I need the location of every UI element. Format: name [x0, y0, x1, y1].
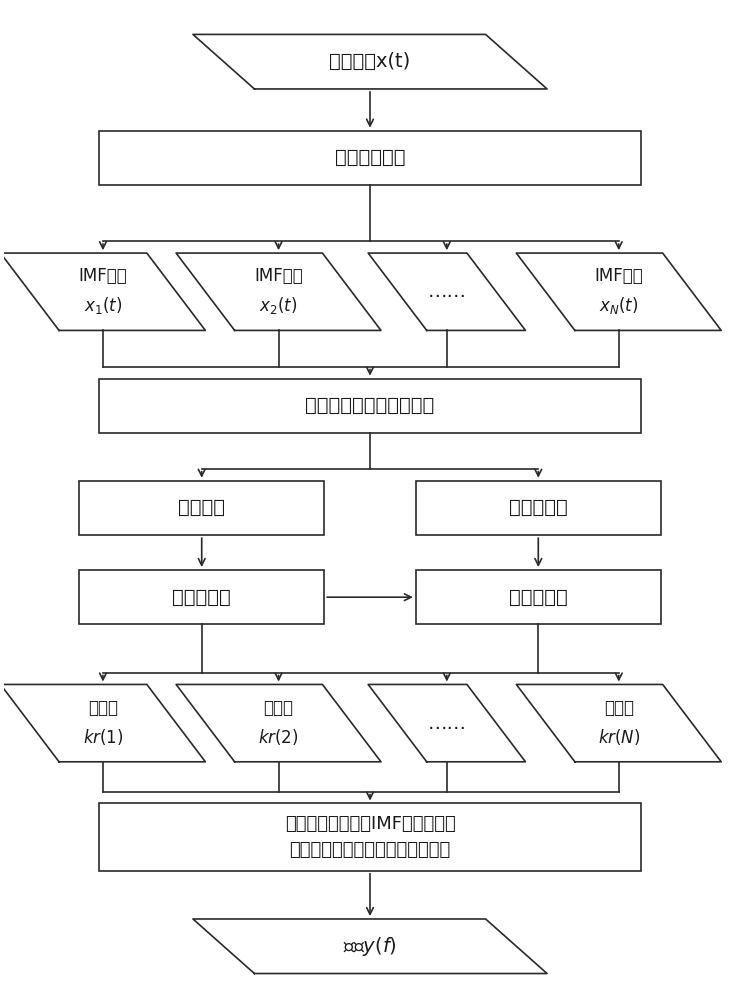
Text: 原始信号x(t): 原始信号x(t)	[329, 52, 411, 71]
Bar	[416, 481, 661, 535]
Bar	[99, 131, 641, 185]
Text: ……: ……	[427, 714, 466, 733]
Text: 峭度率
$kr(2)$: 峭度率 $kr(2)$	[258, 699, 299, 747]
Polygon shape	[1, 253, 206, 330]
Polygon shape	[176, 253, 381, 330]
Text: IMF分量
$x_N(t)$: IMF分量 $x_N(t)$	[594, 267, 643, 316]
Text: 计算均方包络自相关函数: 计算均方包络自相关函数	[306, 396, 434, 415]
Polygon shape	[193, 34, 547, 89]
Text: 窄带滤波: 窄带滤波	[178, 498, 225, 517]
Bar	[79, 481, 324, 535]
Polygon shape	[517, 253, 722, 330]
Text: 四阶矩计算: 四阶矩计算	[172, 588, 231, 607]
Polygon shape	[1, 684, 206, 762]
Polygon shape	[369, 684, 525, 762]
Polygon shape	[369, 253, 525, 330]
Bar	[79, 570, 324, 624]
Polygon shape	[176, 684, 381, 762]
Text: ……: ……	[427, 282, 466, 301]
Polygon shape	[517, 684, 722, 762]
Bar	[416, 570, 661, 624]
Text: IMF分量
$x_2(t)$: IMF分量 $x_2(t)$	[254, 267, 303, 316]
Text: 选择峭度率较大的IMF重构信号，
并使用均方包络分析方法提取特征: 选择峭度率较大的IMF重构信号， 并使用均方包络分析方法提取特征	[285, 815, 455, 859]
Bar	[99, 379, 641, 433]
Polygon shape	[193, 919, 547, 974]
Text: 四阶矩计算: 四阶矩计算	[509, 498, 568, 517]
Text: IMF分量
$x_1(t)$: IMF分量 $x_1(t)$	[78, 267, 127, 316]
Text: 变分模态分解: 变分模态分解	[334, 148, 406, 167]
Bar	[99, 803, 641, 871]
Text: 峭度率
$kr(1)$: 峭度率 $kr(1)$	[83, 699, 124, 747]
Text: 频谱$y(f)$: 频谱$y(f)$	[343, 935, 397, 958]
Text: 峭度率
$kr(N)$: 峭度率 $kr(N)$	[597, 699, 640, 747]
Text: 计算峭度率: 计算峭度率	[509, 588, 568, 607]
